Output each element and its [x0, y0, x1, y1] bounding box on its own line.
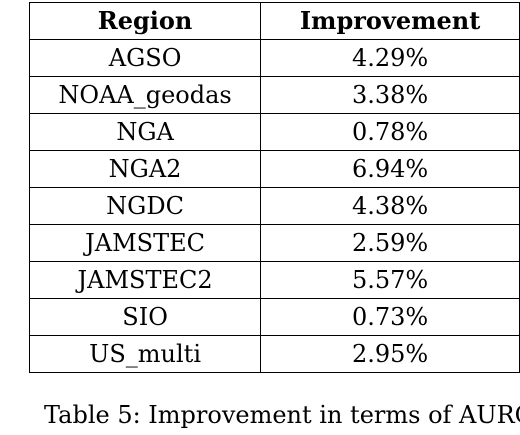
improvement-table: Region Improvement AGSO 4.29% NOAA_geoda… — [28, 2, 520, 373]
region-cell: NOAA_geodas — [28, 76, 262, 114]
header-region: Region — [28, 2, 262, 40]
table-row: NGA2 6.94% — [28, 150, 520, 188]
table-row: SIO 0.73% — [28, 298, 520, 336]
improvement-cell: 6.94% — [260, 150, 520, 188]
improvement-cell: 2.95% — [260, 335, 520, 373]
region-cell: AGSO — [28, 39, 262, 77]
table-row: NOAA_geodas 3.38% — [28, 76, 520, 114]
improvement-table-container: Region Improvement AGSO 4.29% NOAA_geoda… — [28, 2, 520, 373]
table-row: US_multi 2.95% — [28, 335, 520, 373]
header-improvement: Improvement — [260, 2, 520, 40]
table-row: JAMSTEC2 5.57% — [28, 261, 520, 299]
table-row: NGDC 4.38% — [28, 187, 520, 225]
improvement-cell: 0.78% — [260, 113, 520, 151]
table-row: AGSO 4.29% — [28, 39, 520, 77]
improvement-cell: 4.29% — [260, 39, 520, 77]
region-cell: NGA — [28, 113, 262, 151]
table-row: JAMSTEC 2.59% — [28, 224, 520, 262]
improvement-cell: 3.38% — [260, 76, 520, 114]
table-caption: Table 5: Improvement in terms of AUROC — [44, 401, 520, 429]
region-cell: US_multi — [28, 335, 262, 373]
improvement-cell: 5.57% — [260, 261, 520, 299]
table-header-row: Region Improvement — [28, 2, 520, 40]
improvement-cell: 4.38% — [260, 187, 520, 225]
region-cell: SIO — [28, 298, 262, 336]
region-cell: NGA2 — [28, 150, 262, 188]
region-cell: JAMSTEC — [28, 224, 262, 262]
table-row: NGA 0.78% — [28, 113, 520, 151]
region-cell: NGDC — [28, 187, 262, 225]
region-cell: JAMSTEC2 — [28, 261, 262, 299]
improvement-cell: 0.73% — [260, 298, 520, 336]
improvement-cell: 2.59% — [260, 224, 520, 262]
